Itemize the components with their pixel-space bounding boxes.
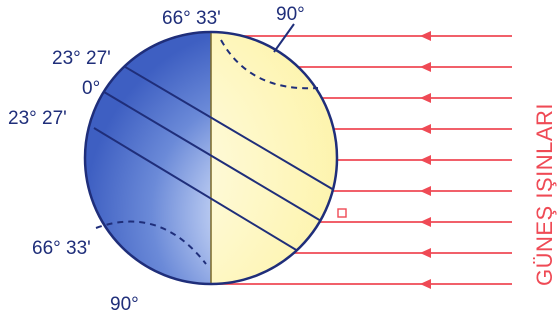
sun-ray-arrowhead — [420, 155, 431, 165]
right-angle-marker — [337, 208, 347, 218]
sun-ray-arrowhead — [420, 279, 431, 289]
globe-outline — [83, 30, 339, 286]
sun-rays-label: GÜNEŞ IŞINLARI — [532, 103, 557, 286]
sun-ray-arrowhead — [420, 93, 431, 103]
sun-ray-arrowhead — [420, 62, 431, 72]
arctic-circle-dashed — [220, 39, 319, 90]
axis-pointer — [273, 23, 295, 53]
label-tropic-north: 23° 27' — [52, 48, 111, 69]
antarctic-circle-dashed — [95, 220, 207, 265]
sun-ray-arrowhead — [420, 124, 431, 134]
sun-rays — [211, 31, 512, 289]
label-66-33-bottom: 66° 33' — [32, 238, 91, 259]
night-side — [85, 32, 211, 284]
label-90-bottom: 90° — [110, 294, 139, 315]
label-90-top: 90° — [276, 4, 305, 25]
sun-ray-arrowhead — [420, 248, 431, 258]
label-equator: 0° — [82, 78, 100, 99]
day-side — [211, 32, 337, 284]
label-66-33-top: 66° 33' — [162, 8, 221, 29]
tropic-north-line — [109, 57, 337, 227]
sun-ray-arrowhead — [420, 186, 431, 196]
sun-ray-arrowhead — [420, 217, 431, 227]
sun-ray-arrowhead — [420, 31, 431, 41]
label-tropic-south: 23° 27' — [8, 108, 67, 129]
